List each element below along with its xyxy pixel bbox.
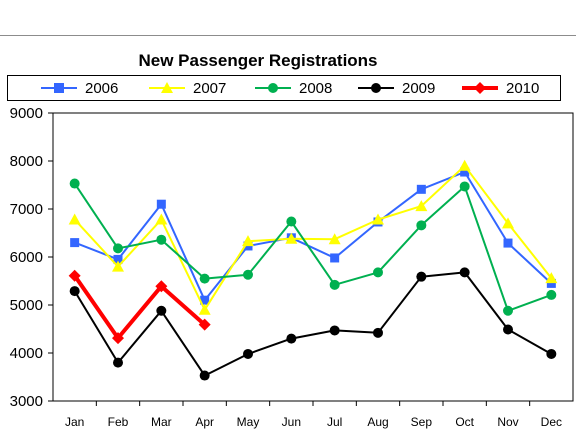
legend-swatch-2008: [255, 83, 291, 93]
data-point-2009: [69, 286, 80, 297]
data-point-2006: [416, 184, 426, 194]
data-point-2010: [155, 280, 168, 293]
data-point-2006: [330, 253, 340, 263]
series-line-2008: [73, 183, 552, 312]
x-tick-label: Nov: [497, 415, 518, 429]
x-tick-label: Apr: [195, 415, 214, 429]
data-point-2008: [69, 178, 80, 189]
data-point-2008: [156, 234, 167, 245]
legend-swatch-2009: [358, 83, 394, 93]
data-point-2009: [373, 327, 383, 338]
data-point-2007: [545, 272, 558, 284]
legend-label-2008: 2008: [299, 80, 333, 97]
series-line-2010: [73, 274, 207, 341]
data-point-2008: [113, 243, 123, 254]
data-point-2006: [70, 238, 80, 248]
x-tick-label: Jun: [282, 415, 301, 429]
data-point-2007: [458, 159, 471, 171]
data-point-2007: [198, 303, 211, 315]
legend-label-2010: 2010: [506, 80, 540, 97]
x-tick-label: Aug: [367, 415, 388, 429]
series-line-2007: [73, 164, 553, 311]
legend-swatch-2006: [41, 83, 77, 93]
data-point-2006: [156, 199, 166, 209]
series-line-2006: [74, 171, 552, 302]
data-point-2010: [198, 318, 211, 331]
y-tick-label: 5000: [10, 297, 43, 314]
data-point-2008: [503, 305, 513, 316]
data-point-2006: [460, 167, 470, 177]
data-point-2009: [243, 348, 253, 359]
data-point-2008: [243, 269, 253, 280]
data-point-2007: [112, 260, 124, 272]
data-point-2008: [199, 273, 210, 284]
data-point-2007: [285, 232, 298, 244]
data-point-2006: [503, 238, 513, 248]
data-point-2008: [286, 216, 297, 227]
data-point-2007: [68, 213, 81, 225]
x-tick-label: May: [237, 415, 260, 429]
data-point-2009: [286, 333, 297, 344]
x-tick-label: Jul: [327, 415, 342, 429]
y-tick-label: 7000: [10, 201, 43, 218]
data-point-2009: [459, 267, 470, 278]
legend-swatch-2010: [462, 82, 498, 94]
data-point-2007: [328, 233, 341, 245]
x-tick-label: Oct: [455, 415, 474, 429]
x-tick-label: Jan: [65, 415, 84, 429]
legend-label-2006: 2006: [85, 80, 119, 97]
x-tick-label: Feb: [108, 415, 129, 429]
data-point-2008: [546, 289, 557, 300]
data-point-2007: [415, 200, 428, 212]
data-point-2009: [503, 324, 513, 335]
data-point-2009: [113, 357, 123, 368]
data-point-2010: [112, 332, 124, 345]
y-tick-label: 8000: [10, 153, 43, 170]
legend-swatch-2007: [149, 82, 185, 93]
data-point-2007: [372, 213, 384, 225]
x-tick-label: Mar: [151, 415, 172, 429]
y-tick-label: 3000: [10, 393, 43, 410]
data-point-2006: [200, 295, 210, 305]
data-point-2008: [373, 267, 383, 278]
y-tick-label: 6000: [10, 249, 43, 266]
data-point-2009: [329, 325, 340, 336]
data-point-2008: [416, 220, 427, 231]
series-line-2009: [73, 271, 552, 377]
x-tick-label: Sep: [411, 415, 433, 429]
data-point-2007: [155, 213, 168, 225]
data-point-2009: [416, 271, 427, 282]
x-tick-label: Dec: [541, 415, 562, 429]
chart-title: New Passenger Registrations: [138, 51, 378, 70]
plot-area: [52, 112, 574, 402]
data-point-2006: [113, 254, 123, 264]
data-point-2008: [329, 279, 340, 290]
data-point-2007: [502, 217, 514, 229]
legend-label-2007: 2007: [193, 80, 227, 97]
data-point-2008: [459, 181, 470, 192]
data-point-2009: [546, 348, 557, 359]
top-divider-line: [0, 35, 576, 36]
data-point-2009: [156, 305, 167, 316]
data-point-2010: [68, 269, 81, 282]
y-tick-label: 9000: [10, 105, 43, 122]
legend-label-2009: 2009: [402, 80, 436, 97]
data-point-2007: [242, 235, 254, 247]
data-point-2009: [199, 370, 210, 381]
chart-legend: 2006 2007 2008 2009 2010: [7, 75, 561, 101]
data-point-2006: [546, 278, 556, 288]
y-tick-label: 4000: [10, 345, 43, 362]
